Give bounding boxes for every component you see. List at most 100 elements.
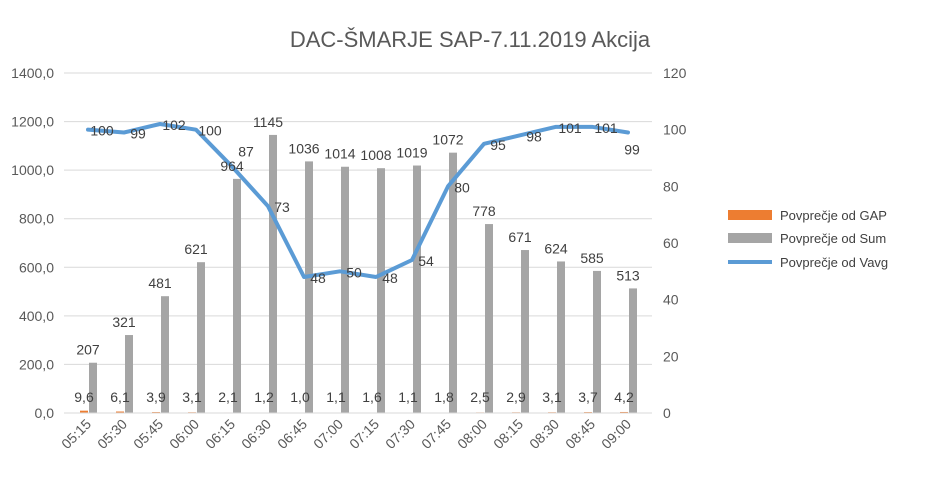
sum-data-label: 778 bbox=[472, 203, 496, 219]
vavg-data-label: 100 bbox=[198, 123, 222, 139]
sum-data-label: 1014 bbox=[324, 146, 355, 162]
left-tick-label: 0,0 bbox=[35, 405, 55, 421]
x-tick-label: 06:45 bbox=[274, 416, 310, 452]
gap-data-label: 3,1 bbox=[542, 389, 562, 405]
x-tick-label: 07:45 bbox=[418, 416, 454, 452]
sum-bar bbox=[377, 168, 385, 413]
sum-data-label: 964 bbox=[220, 158, 244, 174]
sum-bar bbox=[341, 166, 349, 413]
right-tick-label: 100 bbox=[663, 122, 687, 138]
vavg-data-label: 101 bbox=[558, 120, 582, 136]
vavg-data-label: 54 bbox=[418, 253, 434, 269]
vavg-data-label: 102 bbox=[162, 117, 186, 133]
vavg-data-label: 87 bbox=[238, 144, 254, 160]
sum-bar bbox=[125, 335, 133, 413]
right-tick-label: 0 bbox=[663, 405, 671, 421]
x-tick-label: 08:45 bbox=[562, 416, 598, 452]
sum-bar bbox=[557, 261, 565, 413]
x-tick-label: 07:15 bbox=[346, 416, 382, 452]
legend-swatch bbox=[728, 233, 772, 243]
sum-data-label: 1019 bbox=[396, 145, 427, 161]
gap-data-label: 3,9 bbox=[146, 389, 166, 405]
right-tick-label: 80 bbox=[663, 178, 679, 194]
x-tick-label: 07:30 bbox=[382, 416, 418, 452]
sum-data-label: 585 bbox=[580, 250, 604, 266]
sum-bar bbox=[305, 161, 313, 413]
left-tick-label: 200,0 bbox=[19, 356, 54, 372]
x-tick-label: 08:00 bbox=[454, 416, 490, 452]
vavg-line bbox=[86, 122, 630, 279]
right-axis: 0 20 40 60 80 100 120 bbox=[663, 65, 687, 421]
vavg-data-label: 101 bbox=[594, 120, 618, 136]
x-tick-label: 08:15 bbox=[490, 416, 526, 452]
sum-data-label: 1072 bbox=[432, 132, 463, 148]
sum-bar bbox=[233, 178, 241, 413]
sum-bar bbox=[593, 270, 601, 413]
data-labels: 207 9,6 321 6,1 481 3,9 621 3,1 964 2,1 1145 1,2 103… bbox=[74, 114, 640, 405]
vavg-data-label: 48 bbox=[310, 270, 326, 286]
sum-bar bbox=[485, 224, 493, 413]
x-axis: 05:15 05:30 05:45 06:00 06:15 06:30 06:45 07:00… bbox=[58, 412, 652, 452]
line-series bbox=[86, 122, 630, 279]
left-tick-label: 400,0 bbox=[19, 308, 54, 324]
gap-data-label: 6,1 bbox=[110, 389, 130, 405]
left-tick-label: 800,0 bbox=[19, 211, 54, 227]
x-tick-label: 07:00 bbox=[310, 416, 346, 452]
x-tick-label: 06:00 bbox=[166, 416, 202, 452]
sum-bar bbox=[269, 134, 277, 413]
sum-bar bbox=[449, 152, 457, 413]
gap-bar bbox=[116, 411, 124, 413]
gap-data-label: 3,7 bbox=[578, 389, 598, 405]
vavg-data-label: 99 bbox=[624, 142, 640, 158]
sum-data-label: 1036 bbox=[288, 140, 319, 156]
left-axis: 0,0 200,0 400,0 600,0 800,0 1000,0 1200,0 1400,… bbox=[11, 65, 54, 421]
gap-data-label: 2,9 bbox=[506, 389, 526, 405]
x-tick-label: 08:30 bbox=[526, 416, 562, 452]
gap-data-label: 9,6 bbox=[74, 389, 94, 405]
sum-data-label: 624 bbox=[544, 240, 568, 256]
gap-bar bbox=[80, 410, 88, 413]
gap-data-label: 2,5 bbox=[470, 389, 490, 405]
sum-data-label: 481 bbox=[148, 275, 172, 291]
bars bbox=[80, 134, 637, 413]
x-tick-label: 06:15 bbox=[202, 416, 238, 452]
left-tick-label: 600,0 bbox=[19, 259, 54, 275]
gap-data-label: 1,8 bbox=[434, 389, 454, 405]
gap-data-label: 1,0 bbox=[290, 389, 310, 405]
left-tick-label: 1200,0 bbox=[11, 114, 54, 130]
legend-label: Povprečje od GAP bbox=[780, 208, 887, 223]
x-tick-label: 05:30 bbox=[94, 416, 130, 452]
gap-data-label: 1,1 bbox=[326, 389, 346, 405]
gap-data-label: 1,2 bbox=[254, 389, 274, 405]
vavg-data-label: 99 bbox=[130, 126, 146, 142]
x-tick-label: 06:30 bbox=[238, 416, 274, 452]
left-tick-label: 1400,0 bbox=[11, 65, 54, 81]
gap-data-label: 4,2 bbox=[614, 389, 634, 405]
legend: Povprečje od GAP Povprečje od Sum Povprečj… bbox=[728, 208, 888, 270]
vavg-data-label: 73 bbox=[274, 199, 290, 215]
sum-bar bbox=[629, 288, 637, 413]
sum-data-label: 207 bbox=[76, 342, 100, 358]
sum-bar bbox=[521, 250, 529, 413]
gap-data-label: 1,1 bbox=[398, 389, 418, 405]
sum-bar bbox=[197, 262, 205, 413]
gap-data-label: 2,1 bbox=[218, 389, 238, 405]
sum-data-label: 321 bbox=[112, 314, 136, 330]
x-tick-label: 09:00 bbox=[598, 416, 634, 452]
legend-label: Povprečje od Vavg bbox=[780, 255, 888, 270]
right-tick-label: 120 bbox=[663, 65, 687, 81]
sum-data-label: 1008 bbox=[360, 147, 391, 163]
legend-label: Povprečje od Sum bbox=[780, 231, 886, 246]
legend-swatch bbox=[728, 210, 772, 220]
right-tick-label: 60 bbox=[663, 235, 679, 251]
sum-data-label: 1145 bbox=[253, 114, 283, 130]
vavg-data-label: 48 bbox=[382, 270, 398, 286]
vavg-data-label: 100 bbox=[90, 123, 114, 139]
vavg-data-label: 50 bbox=[346, 264, 362, 280]
sum-bar bbox=[413, 165, 421, 413]
sum-bar bbox=[89, 362, 97, 413]
right-tick-label: 40 bbox=[663, 292, 679, 308]
gap-data-label: 3,1 bbox=[182, 389, 202, 405]
vavg-data-label: 95 bbox=[490, 137, 506, 153]
